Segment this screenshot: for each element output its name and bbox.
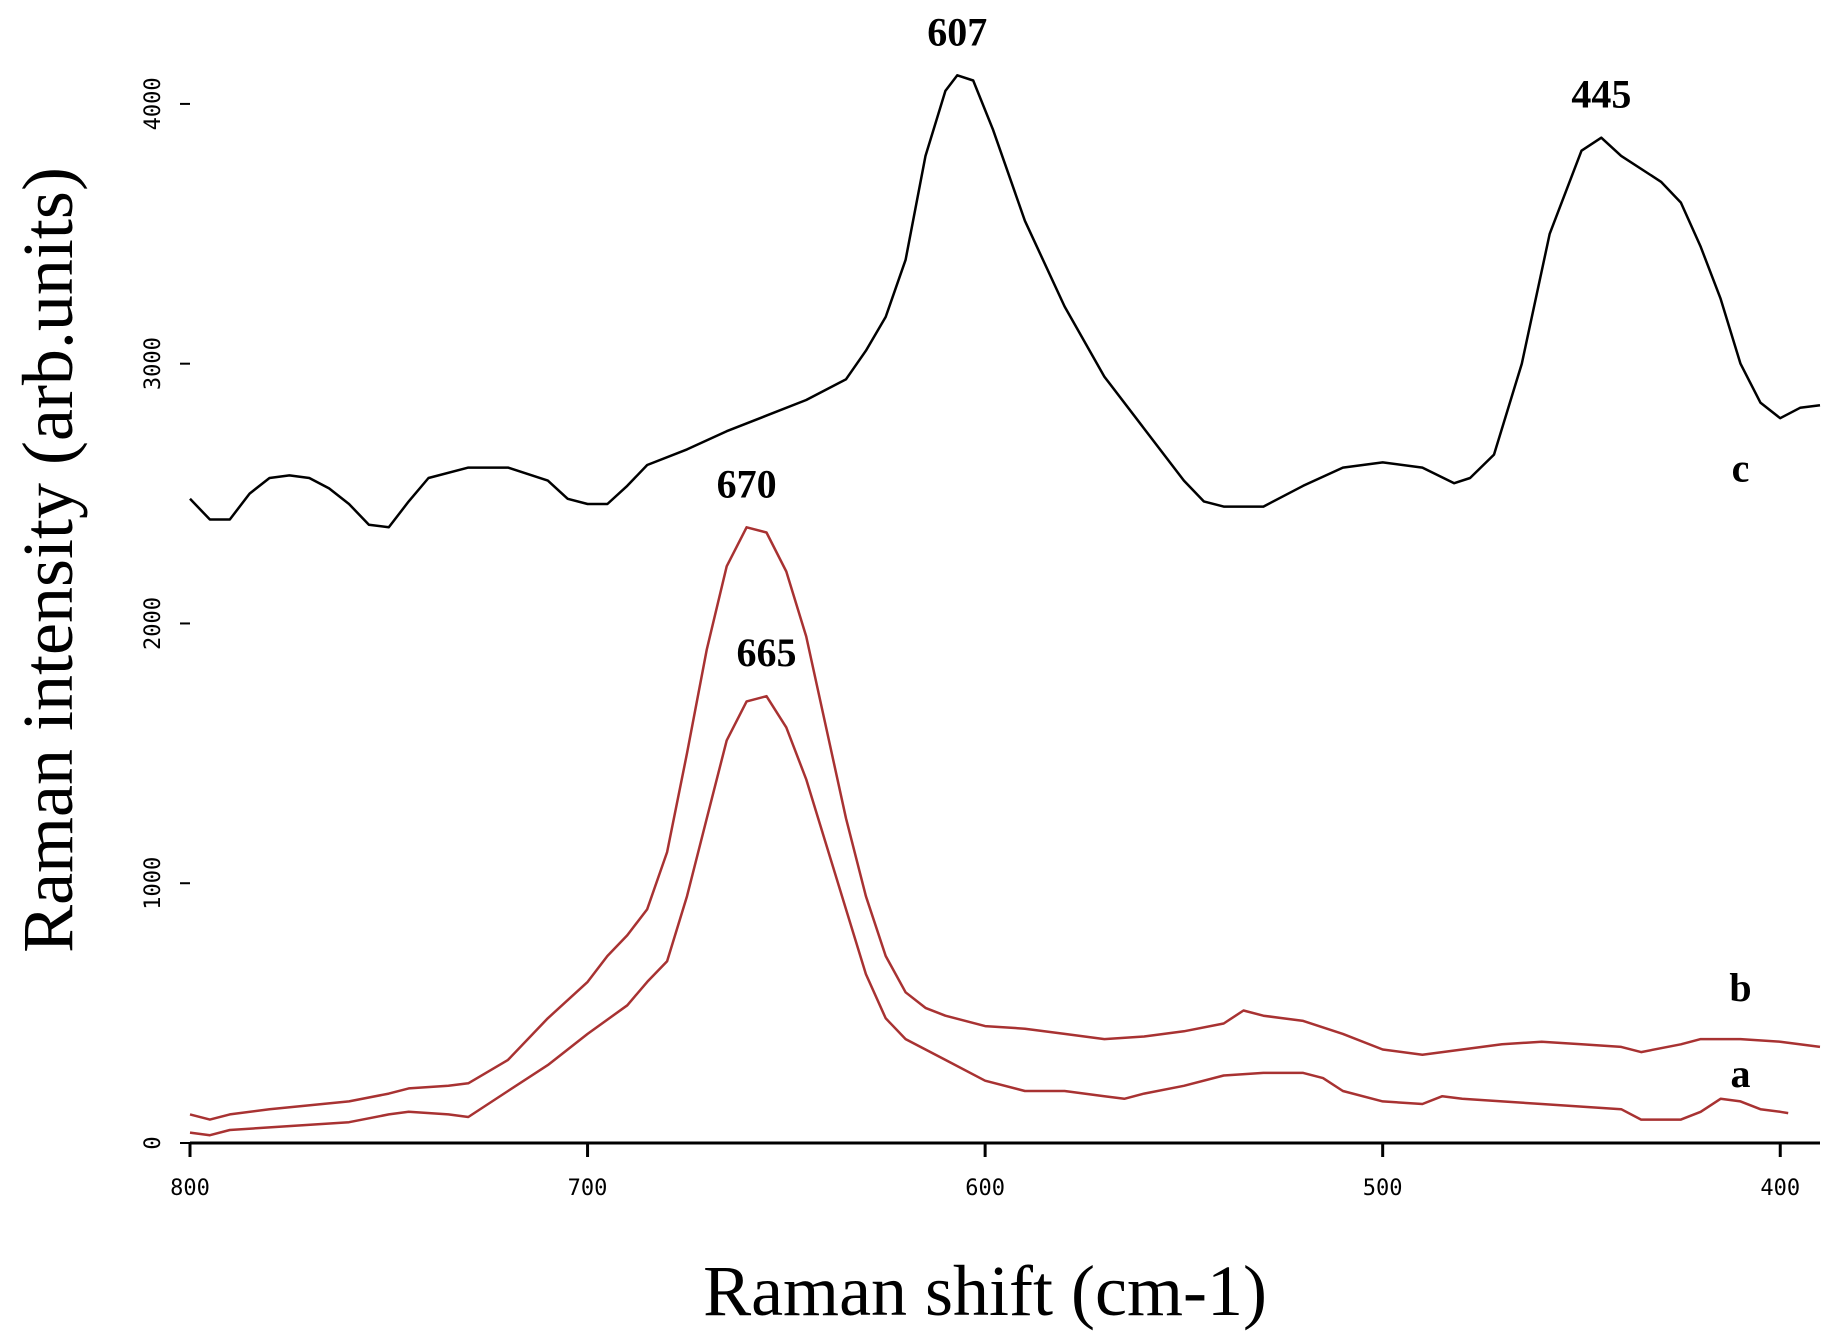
x-tick-label: 400	[1760, 1176, 1800, 1201]
annotation-layer: 607 445 670 665 c ba	[717, 9, 1752, 1096]
y-tick-label: 4000	[141, 77, 166, 130]
y-tick-label: 1000	[141, 857, 166, 910]
x-tick-label: 700	[568, 1176, 608, 1201]
x-ticks: 800 700 600 500 400	[170, 1143, 1800, 1201]
y-ticks: 0 1000 2000 3000 4000	[141, 77, 190, 1150]
series-line-c	[189, 74, 1821, 529]
series-line-a	[189, 694, 1789, 1137]
peak-label-665: 665	[736, 630, 796, 675]
x-tick-label: 500	[1363, 1176, 1403, 1201]
series-label-b: b	[1729, 965, 1751, 1010]
x-tick-label: 800	[170, 1176, 210, 1201]
series-label-a: a	[1730, 1051, 1750, 1096]
peak-label-670: 670	[717, 461, 777, 506]
y-tick-label: 3000	[141, 337, 166, 390]
y-tick-label: 2000	[141, 597, 166, 650]
y-axis-title: Raman intensity (arb.units)	[8, 167, 88, 953]
x-tick-label: 600	[965, 1176, 1005, 1201]
series-label-c: c	[1732, 446, 1750, 491]
series-layer	[189, 74, 1821, 1137]
peak-label-445: 445	[1571, 72, 1631, 117]
x-axis-title: Raman shift (cm-1)	[703, 1251, 1267, 1331]
peak-label-607: 607	[927, 9, 987, 54]
y-tick-label: 0	[141, 1136, 166, 1149]
series-line-b	[189, 526, 1821, 1121]
